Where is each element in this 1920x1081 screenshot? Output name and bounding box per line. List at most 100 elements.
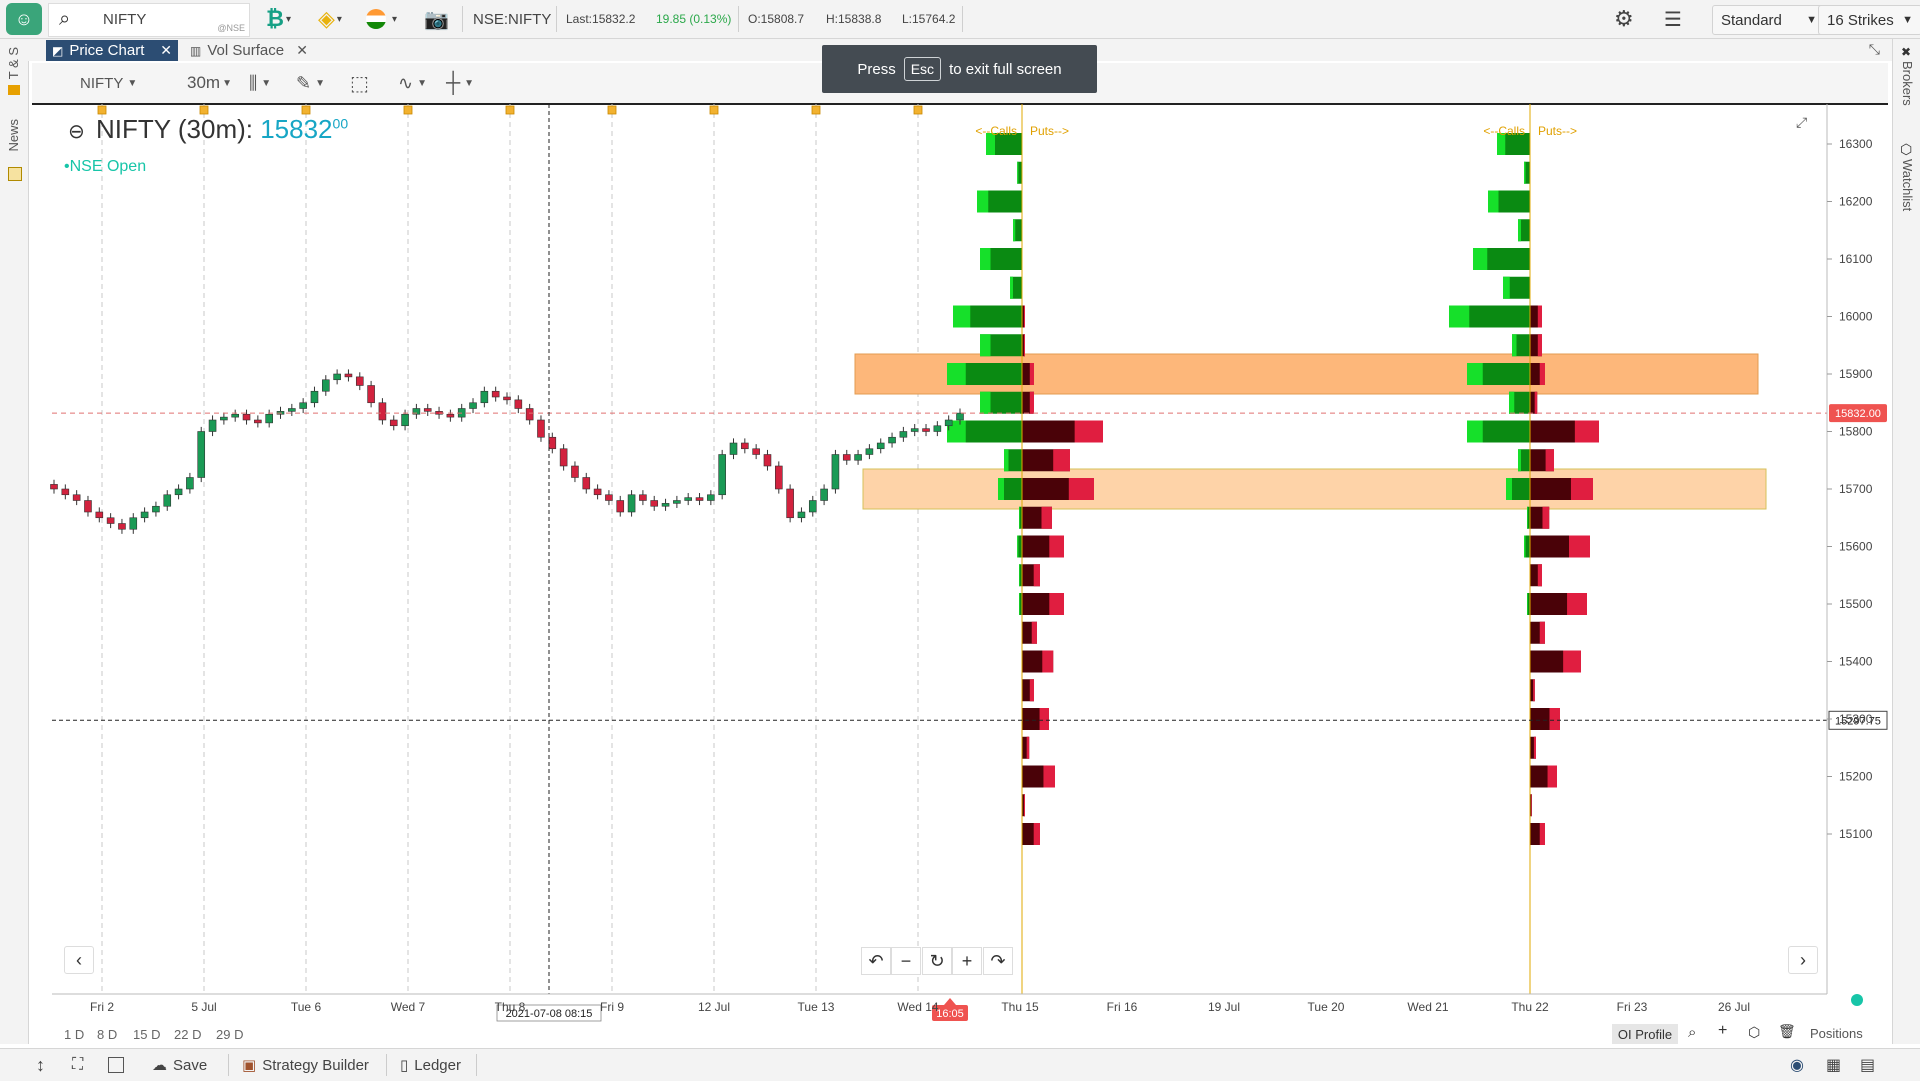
oi-profile-button[interactable]: OI Profile [1612,1024,1678,1044]
oi-put-change [1029,679,1034,702]
oi-call-change [953,305,971,328]
layers-icon[interactable]: ☰ [1664,8,1682,31]
strategy-builder-button[interactable]: ▣ Strategy Builder [242,1049,369,1081]
chart-canvas[interactable]: <--Calls Puts--> <--Calls Puts--> 15832.00… [32,104,1888,1049]
draw-pencil-icon[interactable]: ✎ ▼ [296,72,325,93]
redo-button[interactable]: ↷ [983,947,1013,975]
save-button[interactable]: ☁ Save [152,1049,207,1081]
candle-body [503,396,511,401]
checkbox-square[interactable] [108,1049,124,1081]
oi-call-bar [1524,535,1530,558]
undo-button[interactable]: ↶ [861,947,891,975]
symbol-search-input[interactable] [101,10,215,29]
range-8d[interactable]: 8 D [97,1027,118,1042]
resize-vertical-icon[interactable]: ↕ [36,1054,45,1075]
chart-title: NIFTY (30m): [96,114,253,144]
watchlist-tab[interactable]: Watchlist [1900,159,1915,212]
view-mode-select[interactable]: Standard ▼ [1712,5,1826,35]
candle-body [865,448,874,455]
crosshair-icon[interactable]: ┼ ▼ [446,71,475,94]
candle-body [910,428,919,432]
grid-icon[interactable]: ▦ [1826,1057,1842,1074]
collapse-icon[interactable]: ⤡ [1868,41,1880,57]
candle-body [163,494,172,507]
binance-icon[interactable]: ◈ ▾ [318,6,342,31]
candle-body [514,399,523,409]
settings-gear-icon[interactable]: ⚙ [1614,6,1634,31]
cube-icon[interactable]: ⬡ [1748,1024,1761,1040]
camera-icon[interactable]: 📷 [424,8,449,31]
add-icon[interactable]: + [1718,1022,1728,1039]
candle-body [888,436,896,444]
scroll-right-button[interactable]: › [1788,946,1818,974]
tab-vol-surface[interactable]: ▥ Vol Surface ✕ [184,40,314,61]
range-15d[interactable]: 15 D [133,1027,161,1042]
candle-body [695,497,704,501]
candle-body [684,497,693,501]
strikes-select[interactable]: 16 Strikes ▼ [1818,5,1920,35]
indicator-icon[interactable]: ∿ ▼ [398,72,427,93]
zoom-out-icon[interactable]: ⊖ [68,121,85,143]
tab-price-chart[interactable]: ◩ Price Chart ✕ [46,40,178,61]
chart-symbol-select[interactable]: NIFTY ▼ [80,74,138,92]
trash-icon[interactable]: 🗑 [1778,1023,1796,1039]
scroll-left-button[interactable]: ‹ [64,946,94,974]
brokers-tab[interactable]: Brokers [1900,61,1915,106]
session-marker [913,105,923,115]
app-logo-icon[interactable]: ☺ [6,3,42,35]
candle-body [616,500,625,513]
ledger-button[interactable]: ▯ Ledger [400,1049,461,1081]
news-tab[interactable]: News [6,119,21,152]
oi-put-change [1041,506,1052,529]
y-tick-label: 15600 [1839,540,1873,554]
range-22d[interactable]: 22 D [174,1027,202,1042]
high-price: H:15838.8 [826,12,882,26]
oi-put-change [1545,449,1554,472]
candle-body [673,500,681,504]
interval-select[interactable]: 30m ▼ [187,73,232,92]
chat-icon[interactable]: ◉ [1790,1057,1804,1074]
ledger-label: Ledger [414,1056,461,1074]
zoom-out-button[interactable]: − [891,947,921,975]
x-tick-label: Fri 9 [600,1000,624,1014]
oi-put-change [1049,593,1064,615]
fit-frame-icon[interactable]: ⬚ [350,72,369,95]
oi-call-change [980,391,991,414]
view-mode-value: Standard [1721,11,1782,29]
oi-call-bar [1017,161,1022,184]
symbol-search[interactable]: ⌕ @NSE [48,3,250,37]
oi-call-change [977,190,989,213]
close-icon[interactable]: ✕ [160,42,172,58]
y-tick-label: 15300 [1839,712,1873,726]
candle-body [401,413,409,427]
india-flag-icon[interactable]: ▾ [366,0,397,38]
range-1d[interactable]: 1 D [64,1027,85,1042]
oi-call-change [1518,449,1521,472]
candle-type-icon[interactable]: ⫼ ▼ [249,72,272,93]
expand-icon[interactable]: ⤢ [1796,114,1808,130]
range-29d[interactable]: 29 D [216,1027,244,1042]
fullscreen-icon[interactable]: ⛶ [72,1056,84,1073]
oi-profile-expiry-1: <--Calls Puts--> [947,104,1103,994]
close-icon[interactable]: ✕ [296,42,308,58]
reset-button[interactable]: ↻ [922,947,952,975]
session-marker [301,105,311,115]
x-tick-label: Tue 13 [798,1000,835,1014]
x-tick-label: Thu 22 [1511,1000,1549,1014]
layout-icon[interactable]: ▤ [1860,1057,1876,1074]
candle-body [61,488,70,496]
chart-last-price-decimals: 00 [332,115,349,132]
tab-label: Vol Surface [207,42,285,59]
toast-text-after: to exit full screen [949,60,1062,78]
oi-put-change [1570,478,1593,500]
candle-body [729,442,738,455]
price-chart[interactable]: <--Calls Puts--> <--Calls Puts--> 15832.00… [32,104,1888,1049]
bitcoin-icon[interactable]: ₿ ▾ [266,6,291,31]
positions-button[interactable]: Positions [1810,1026,1863,1041]
time-and-sales-tab[interactable]: T & S [6,47,21,80]
toast-key: Esc [903,57,942,81]
x-tick-label: Fri 2 [90,1000,114,1014]
zoom-in-button[interactable]: + [952,947,982,975]
search-icon[interactable]: ⌕ [1688,1024,1697,1041]
candle-body [661,503,670,507]
